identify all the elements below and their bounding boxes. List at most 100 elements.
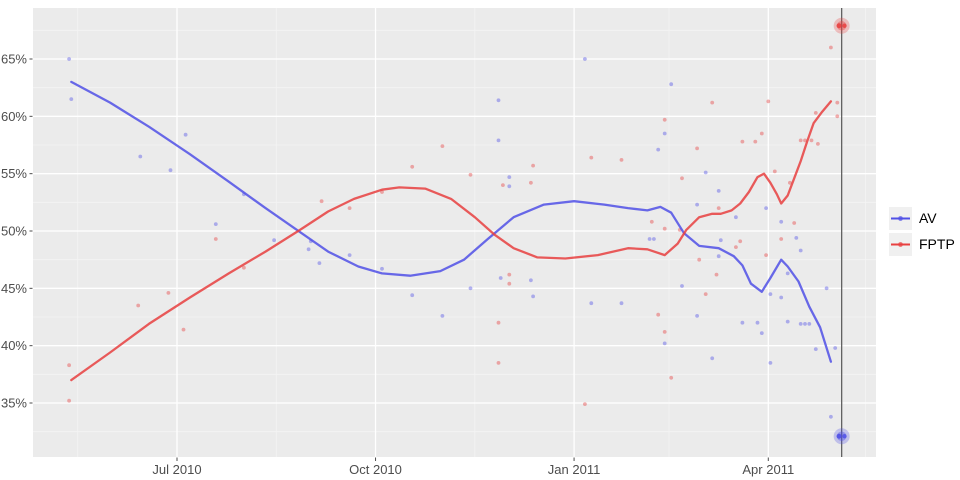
data-point-av — [807, 322, 812, 326]
data-point-fptp — [319, 199, 324, 204]
data-point-av — [507, 175, 512, 180]
data-point-fptp — [662, 117, 667, 122]
trend-line-av — [70, 80, 833, 363]
data-point-av — [824, 286, 829, 291]
data-point-av — [716, 189, 721, 193]
data-point-av — [785, 271, 790, 276]
x-tick-label: Jan 2011 — [548, 462, 601, 477]
data-point-av — [507, 184, 512, 189]
data-point-fptp — [213, 237, 218, 241]
data-point-av — [768, 292, 773, 296]
data-point-fptp — [507, 272, 512, 277]
data-point-av — [755, 320, 760, 325]
data-point-fptp — [779, 237, 784, 241]
data-point-fptp — [703, 292, 708, 296]
data-point-fptp — [788, 180, 792, 185]
data-point-av — [703, 170, 708, 175]
data-point-av — [647, 237, 652, 241]
data-point-fptp — [440, 144, 445, 149]
data-point-fptp — [501, 183, 505, 188]
data-point-fptp — [468, 172, 473, 177]
y-tick-label: 50% — [1, 223, 27, 238]
data-point-fptp — [734, 245, 738, 250]
data-point-fptp — [662, 226, 667, 231]
data-point-fptp — [835, 114, 840, 119]
legend-entry-av: AV — [889, 207, 955, 230]
data-point-fptp — [656, 312, 661, 317]
y-tick-label: 40% — [1, 338, 27, 353]
data-point-fptp — [166, 291, 171, 295]
data-point-fptp — [798, 138, 803, 143]
y-tick-label: 35% — [1, 396, 27, 411]
data-point-av — [440, 314, 445, 318]
legend-entry-fptp: FPTP — [889, 233, 955, 256]
result-point-av — [842, 434, 847, 439]
data-point-av — [734, 215, 738, 220]
data-point-av — [213, 222, 218, 227]
data-point-av — [695, 314, 699, 318]
data-point-av — [380, 266, 384, 271]
data-point-av — [652, 237, 656, 241]
data-point-av — [168, 168, 173, 173]
result-point-av — [833, 428, 850, 445]
data-point-fptp — [181, 327, 186, 332]
data-point-fptp — [136, 303, 141, 308]
data-point-av — [67, 57, 71, 61]
data-point-av — [498, 276, 503, 280]
data-point-av — [829, 414, 833, 419]
data-point-fptp — [759, 131, 764, 136]
data-point-av — [138, 154, 143, 159]
data-point-av — [669, 82, 674, 87]
data-point-fptp — [829, 45, 833, 50]
data-point-av — [759, 331, 764, 335]
data-point-av — [680, 284, 684, 288]
data-point-av — [803, 322, 807, 326]
x-tick-label: Oct 2010 — [349, 462, 402, 477]
data-point-fptp — [710, 100, 715, 105]
data-point-av — [794, 236, 799, 240]
data-point-fptp — [529, 180, 533, 185]
data-point-fptp — [835, 100, 840, 105]
data-point-av — [619, 301, 624, 306]
data-point-fptp — [714, 272, 719, 277]
data-point-fptp — [669, 375, 674, 380]
data-point-fptp — [772, 169, 777, 174]
data-point-fptp — [792, 221, 797, 225]
data-point-fptp — [67, 363, 71, 368]
data-point-av — [718, 238, 723, 243]
data-point-fptp — [803, 138, 807, 143]
data-point-fptp — [813, 111, 818, 115]
data-point-fptp — [496, 320, 501, 325]
legend-key-fptp-icon — [889, 233, 912, 256]
data-point-av — [531, 294, 535, 299]
data-point-av — [662, 131, 667, 136]
data-point-fptp — [697, 257, 702, 262]
data-point-fptp — [764, 253, 768, 257]
data-point-av — [468, 286, 473, 291]
data-point-fptp — [410, 164, 415, 169]
data-point-av — [496, 98, 501, 103]
data-point-av — [710, 356, 715, 361]
legend-key-av-icon — [889, 207, 912, 230]
data-point-av — [69, 97, 74, 101]
data-point-fptp — [662, 330, 667, 334]
result-point-fptp — [836, 23, 842, 29]
data-point-av — [768, 361, 773, 365]
data-point-fptp — [583, 402, 587, 406]
y-tick-label: 55% — [1, 166, 27, 181]
data-point-fptp — [766, 99, 771, 104]
data-point-fptp — [740, 139, 745, 144]
data-point-fptp — [816, 142, 820, 146]
data-point-av — [272, 238, 276, 243]
data-point-fptp — [531, 163, 535, 168]
data-point-fptp — [242, 265, 246, 270]
data-point-av — [764, 206, 768, 211]
data-point-fptp — [695, 146, 699, 151]
data-point-av — [779, 219, 784, 224]
data-point-av — [589, 301, 594, 306]
data-point-av — [716, 254, 721, 259]
data-point-fptp — [753, 139, 758, 144]
legend: AV FPTP — [889, 207, 955, 256]
